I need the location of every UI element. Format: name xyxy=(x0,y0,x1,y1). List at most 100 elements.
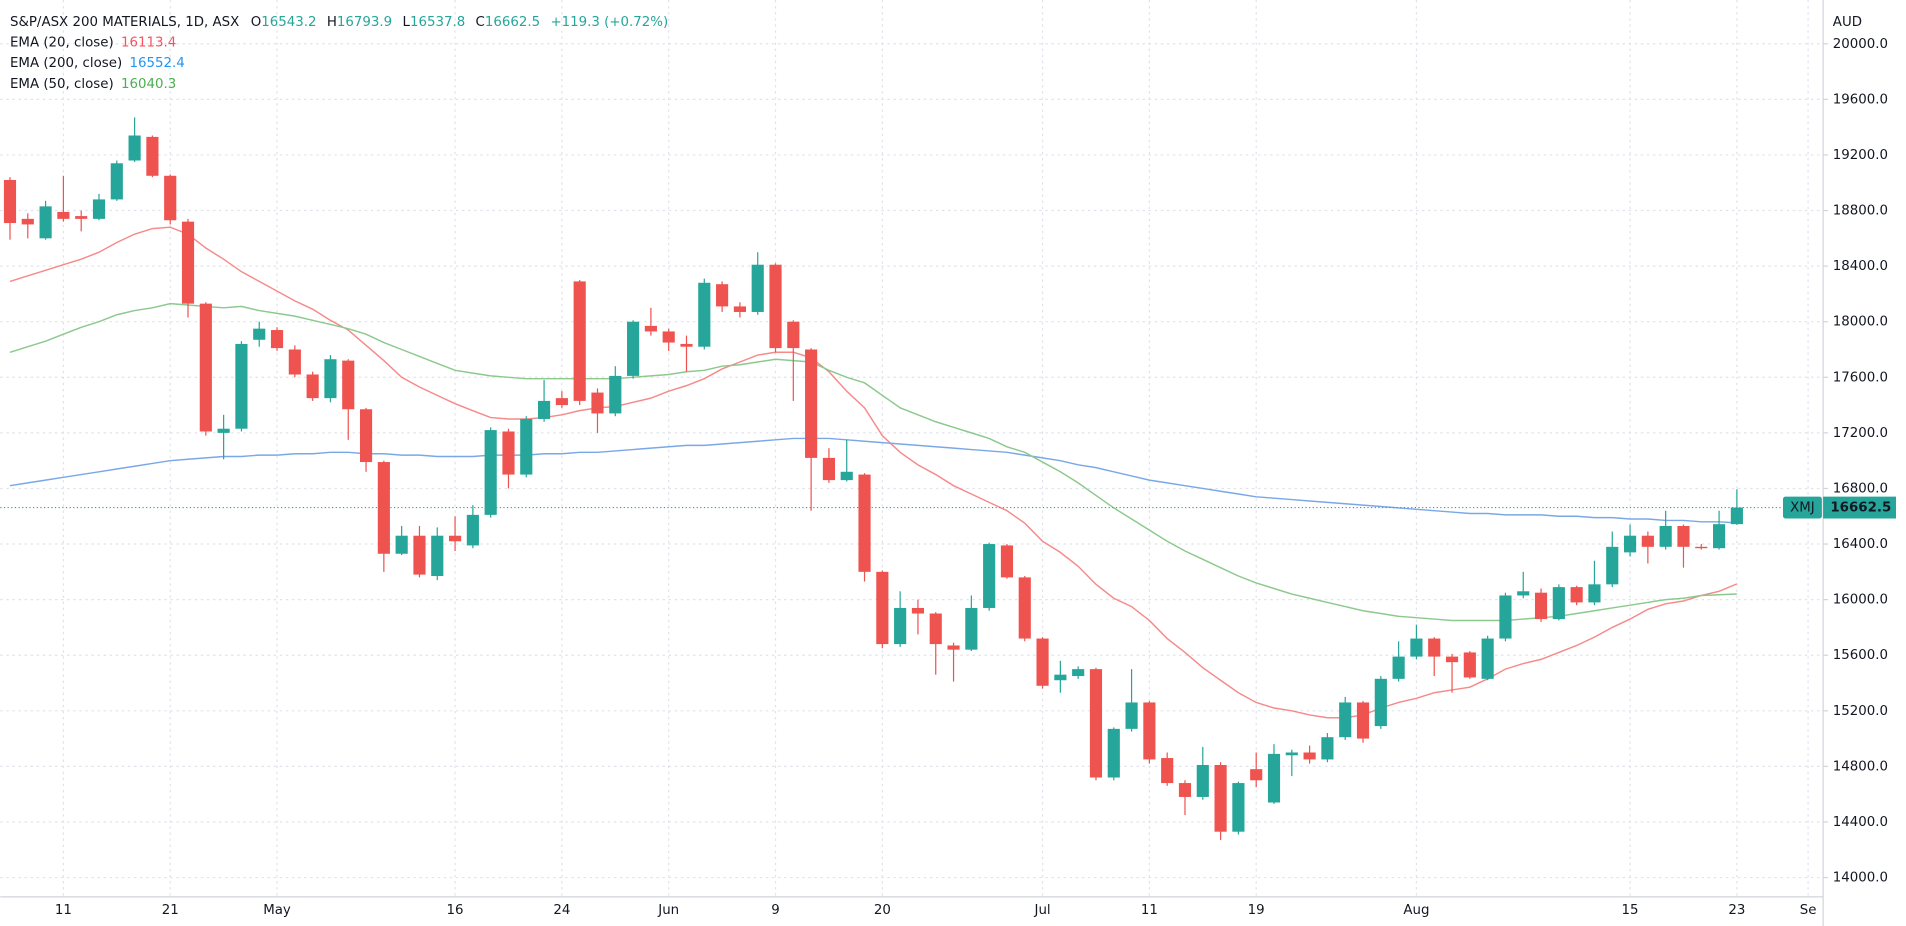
candle-body xyxy=(1534,592,1548,620)
candle-body xyxy=(395,535,408,554)
candle-body xyxy=(1713,524,1726,549)
ohlc-value: 16543.2 xyxy=(261,15,316,30)
candle-body xyxy=(1214,764,1227,832)
candle-body xyxy=(288,349,301,375)
indicators xyxy=(9,226,1738,719)
candle-body xyxy=(1054,674,1067,681)
candle-body xyxy=(1730,507,1743,525)
candle-body xyxy=(733,306,746,312)
candle-body xyxy=(253,328,266,340)
legend-name: EMA (200, close) xyxy=(10,56,122,71)
x-tick-label: 23 xyxy=(1728,903,1745,918)
ohlc-letter: H xyxy=(327,15,337,30)
candle-body xyxy=(39,206,52,239)
legend-entry: EMA (20, close) 16113.4 xyxy=(10,36,176,51)
y-tick-label: 16400.0 xyxy=(1833,537,1888,552)
candle-body xyxy=(1481,638,1494,679)
candle-body xyxy=(3,179,17,224)
candle-body xyxy=(858,474,871,572)
y-tick-label: 19200.0 xyxy=(1833,148,1888,163)
candle-body xyxy=(199,303,212,432)
header-line: S&P/ASX 200 MATERIALS, 1D, ASX O16543.2 … xyxy=(10,15,668,30)
ema-line xyxy=(9,437,1737,524)
candle-body xyxy=(627,321,640,376)
candle-body xyxy=(573,281,586,401)
candle-body xyxy=(466,514,479,546)
legend-value: 16040.3 xyxy=(121,77,176,92)
candle-body xyxy=(235,343,248,429)
candle-body xyxy=(787,321,800,349)
grid xyxy=(0,0,1824,896)
y-tick-label: 18400.0 xyxy=(1833,259,1888,274)
y-tick-label: 18800.0 xyxy=(1833,204,1888,219)
candle-body xyxy=(538,400,551,419)
candle-body xyxy=(484,430,497,515)
candle-body xyxy=(1499,595,1512,639)
candle-body xyxy=(217,428,230,433)
x-tick-label: 21 xyxy=(162,903,179,918)
candle-body xyxy=(1517,591,1530,596)
candle-body xyxy=(1392,656,1405,679)
legend-value: 16113.4 xyxy=(121,36,176,51)
candle-body xyxy=(306,374,319,399)
candle-body xyxy=(181,221,195,304)
ohlc-value: 16537.8 xyxy=(410,15,465,30)
candle-body xyxy=(876,571,889,645)
symbol-tag: XMJ xyxy=(1790,501,1815,516)
candle-body xyxy=(644,325,657,332)
y-tick-label: 20000.0 xyxy=(1833,37,1888,52)
x-tick-label: Se xyxy=(1800,903,1817,918)
last-price-label: 16662.5 xyxy=(1830,501,1891,516)
x-tick-label: 24 xyxy=(553,903,570,918)
legend-value: 16552.4 xyxy=(129,56,184,71)
candle-body xyxy=(769,264,782,349)
candle-body xyxy=(947,645,960,650)
candle-body xyxy=(609,375,622,414)
y-tick-label: 17600.0 xyxy=(1833,370,1888,385)
candle-body xyxy=(698,282,711,347)
candle-body xyxy=(1623,535,1637,553)
candle-body xyxy=(591,392,604,414)
x-axis-labels: 11 21 May 16 24 Jun 9 20 Jul 11 19 Aug 15 23 Se xyxy=(55,903,1817,918)
candle-body xyxy=(965,607,978,650)
legend: S&P/ASX 200 MATERIALS, 1D, ASX O16543.2 … xyxy=(10,15,668,92)
candle-body xyxy=(128,135,141,161)
candle-body xyxy=(1570,587,1583,603)
candle-body xyxy=(413,535,426,575)
candle-body xyxy=(911,607,925,614)
candle-body xyxy=(92,199,106,219)
candle-body xyxy=(57,211,70,219)
candle-body xyxy=(448,535,462,542)
candle-body xyxy=(1000,545,1014,578)
candle-body xyxy=(716,284,729,307)
candle-body xyxy=(359,409,373,463)
candle-body xyxy=(146,136,159,176)
chart-title: S&P/ASX 200 MATERIALS, 1D, ASX xyxy=(10,15,239,30)
ema-line xyxy=(9,302,1737,622)
candle-body xyxy=(1089,669,1103,778)
candle-body xyxy=(805,349,818,458)
x-tick-label: 9 xyxy=(771,903,780,918)
candle-body xyxy=(1374,678,1387,727)
candle-body xyxy=(1321,737,1334,760)
ohlc-value: 16793.9 xyxy=(337,15,392,30)
candle-body xyxy=(342,360,355,410)
candle-body xyxy=(662,331,675,343)
candle-body xyxy=(502,431,515,475)
y-tick-label: 19600.0 xyxy=(1833,92,1888,107)
x-tick-label: 11 xyxy=(1141,903,1158,918)
candle-body xyxy=(1267,753,1281,803)
candle-body xyxy=(1036,638,1049,686)
x-tick-label: Jul xyxy=(1033,903,1050,918)
candle-body xyxy=(1250,769,1263,781)
candle-body xyxy=(1606,546,1619,585)
ohlc-letter: O xyxy=(251,15,262,30)
candle-body xyxy=(1339,702,1352,738)
candle-body xyxy=(840,471,853,481)
candle-body xyxy=(751,264,764,312)
candle-body xyxy=(1143,702,1156,760)
candle-body xyxy=(1659,525,1672,547)
x-tick-label: 15 xyxy=(1622,903,1639,918)
